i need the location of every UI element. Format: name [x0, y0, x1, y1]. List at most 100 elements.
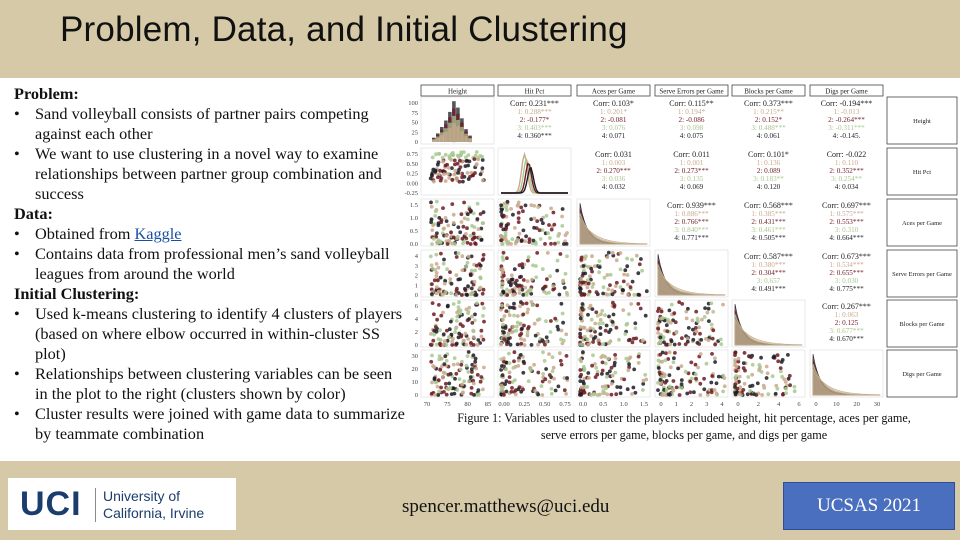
scatter-point: [461, 224, 466, 229]
scatter-point: [516, 364, 521, 368]
scatter-point: [504, 240, 509, 244]
scatter-point: [499, 238, 504, 243]
scatter-point: [618, 251, 623, 255]
scatter-point: [453, 330, 457, 334]
scatter-point: [499, 203, 503, 208]
scatter-point: [467, 159, 472, 164]
scatter-point: [473, 268, 477, 273]
scatter-point: [448, 270, 452, 274]
scatter-point: [656, 306, 661, 311]
figure-caption: Figure 1: Variables used to cluster the …: [420, 410, 948, 444]
scatter-point: [441, 159, 445, 164]
scatter-point: [482, 306, 486, 310]
scatter-point: [441, 310, 445, 315]
scatter-point: [442, 226, 446, 231]
scatter-point: [504, 223, 509, 228]
scatter-point: [542, 289, 546, 294]
scatter-point: [449, 230, 453, 235]
scatter-point: [467, 305, 472, 310]
scatter-point: [704, 361, 709, 366]
panel-bg: [576, 96, 651, 145]
scatter-point: [482, 365, 486, 370]
scatter-point: [480, 178, 485, 183]
scatter-point: [481, 314, 485, 318]
x-tick-label: 85: [485, 401, 492, 408]
scatter-point: [712, 388, 717, 392]
side-label: Blocks per Game: [899, 321, 944, 328]
scatter-point: [586, 292, 591, 297]
scatter-point: [499, 357, 504, 362]
scatter-point: [519, 336, 523, 341]
scatter-point: [436, 175, 440, 180]
scatter-point: [590, 363, 594, 368]
scatter-point: [460, 268, 465, 273]
y-tick-label: 0: [415, 342, 418, 349]
scatter-point: [515, 342, 520, 347]
scatter-point: [449, 281, 454, 286]
conference-badge: UCSAS 2021: [783, 482, 955, 530]
x-tick-label: 4: [777, 401, 781, 408]
corr-cluster-1: 1: 0.136: [757, 159, 781, 167]
scatter-point: [535, 303, 540, 308]
scatter-point: [531, 263, 535, 268]
scatter-point: [501, 322, 505, 327]
corr-cluster-1: 1: 0.215**: [753, 108, 784, 116]
scatter-point: [630, 392, 634, 396]
corr-cluster-3: 3: 0.310: [835, 226, 859, 234]
scatter-point: [445, 304, 450, 309]
scatter-point: [446, 223, 451, 228]
scatter-point: [578, 325, 583, 329]
corr-overall: Corr: 0.373***: [744, 99, 793, 108]
scatter-point: [479, 238, 484, 242]
scatter-point: [755, 381, 760, 386]
panel-bg: [731, 198, 806, 247]
scatter-point: [466, 254, 471, 259]
scatter-point: [630, 279, 635, 284]
scatter-point: [565, 376, 569, 380]
scatter-point: [564, 354, 569, 358]
scatter-point: [512, 267, 517, 272]
scatter-point: [434, 329, 439, 334]
y-tick-label: 0.00: [407, 180, 418, 187]
scatter-point: [462, 216, 467, 221]
scatter-point: [669, 339, 674, 344]
scatter-point: [710, 352, 714, 356]
scatter-point: [469, 391, 474, 396]
kaggle-link[interactable]: Kaggle: [134, 224, 182, 243]
scatter-point: [666, 318, 670, 322]
x-tick-label: 75: [444, 401, 451, 408]
scatter-point: [656, 366, 661, 370]
scatter-point: [593, 335, 598, 339]
scatter-point: [679, 382, 684, 387]
scatter-point: [444, 392, 449, 397]
scatter-point: [604, 375, 609, 379]
scatter-point: [506, 336, 511, 341]
panel-bg: [809, 299, 884, 348]
scatter-point: [502, 337, 507, 342]
scatter-point: [773, 391, 778, 396]
scatter-point: [683, 342, 688, 347]
x-tick-label: 80: [464, 401, 471, 408]
scatter-point: [761, 383, 766, 388]
scatter-point: [507, 313, 512, 318]
scatter-point: [770, 374, 775, 379]
scatter-point: [502, 201, 507, 206]
scatter-point: [560, 311, 565, 316]
scatter-point: [733, 363, 737, 368]
scatter-point: [713, 356, 717, 361]
scatter-point: [504, 360, 509, 365]
corr-cluster-3: 3: 0.030: [835, 277, 859, 285]
scatter-point: [470, 370, 474, 374]
scatter-point: [450, 151, 455, 155]
scatter-point: [600, 360, 605, 365]
corr-cluster-3: 3: 0.657: [757, 277, 781, 285]
scatter-point: [506, 340, 510, 344]
scatter-point: [434, 271, 439, 275]
scatter-point: [449, 332, 454, 337]
corr-cluster-2: 2: 0.766***: [674, 218, 709, 226]
scatter-point: [458, 367, 463, 372]
scatter-point: [460, 359, 464, 364]
scatter-point: [516, 210, 521, 215]
scatter-point: [555, 258, 560, 263]
corr-cluster-2: 2: 0.655***: [829, 269, 864, 277]
